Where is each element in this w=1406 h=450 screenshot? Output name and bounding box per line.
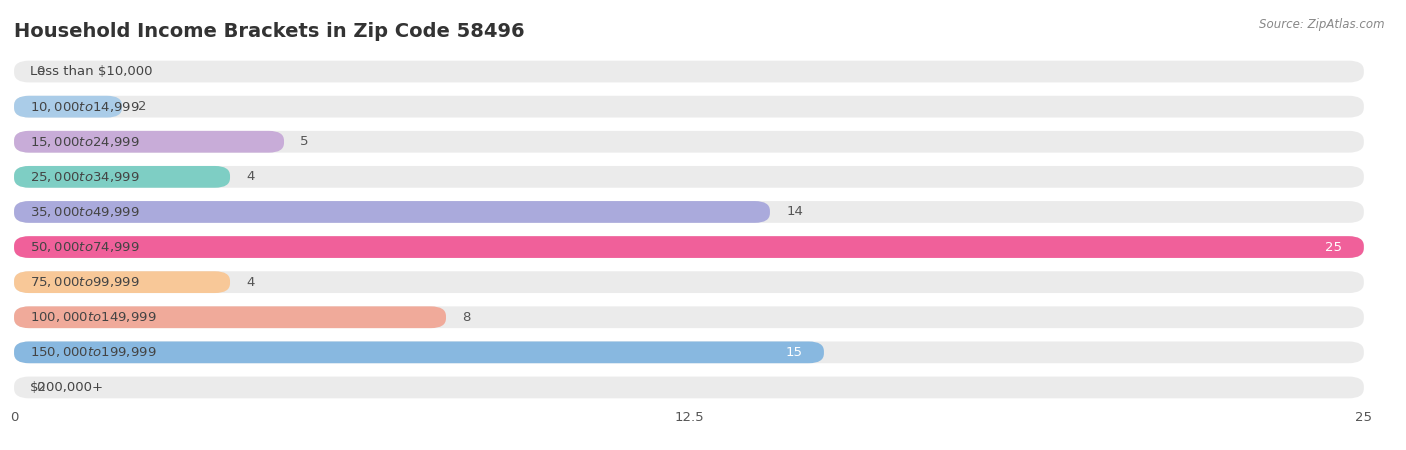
FancyBboxPatch shape (14, 96, 1364, 117)
FancyBboxPatch shape (14, 342, 824, 363)
FancyBboxPatch shape (14, 166, 231, 188)
Text: 8: 8 (463, 311, 471, 324)
FancyBboxPatch shape (14, 271, 231, 293)
Text: Household Income Brackets in Zip Code 58496: Household Income Brackets in Zip Code 58… (14, 22, 524, 41)
Text: $15,000 to $24,999: $15,000 to $24,999 (31, 135, 141, 149)
Text: $75,000 to $99,999: $75,000 to $99,999 (31, 275, 141, 289)
Text: 4: 4 (246, 276, 254, 288)
FancyBboxPatch shape (14, 96, 122, 117)
Text: 25: 25 (1326, 241, 1343, 253)
Text: $50,000 to $74,999: $50,000 to $74,999 (31, 240, 141, 254)
Text: 4: 4 (246, 171, 254, 183)
Text: $100,000 to $149,999: $100,000 to $149,999 (31, 310, 157, 324)
FancyBboxPatch shape (14, 236, 1364, 258)
Text: $150,000 to $199,999: $150,000 to $199,999 (31, 345, 157, 360)
FancyBboxPatch shape (14, 342, 1364, 363)
Text: $10,000 to $14,999: $10,000 to $14,999 (31, 99, 141, 114)
Text: $25,000 to $34,999: $25,000 to $34,999 (31, 170, 141, 184)
Text: 0: 0 (35, 65, 44, 78)
FancyBboxPatch shape (14, 201, 770, 223)
Text: $35,000 to $49,999: $35,000 to $49,999 (31, 205, 141, 219)
FancyBboxPatch shape (14, 61, 1364, 82)
FancyBboxPatch shape (14, 377, 1364, 398)
FancyBboxPatch shape (14, 131, 1364, 153)
FancyBboxPatch shape (14, 271, 1364, 293)
FancyBboxPatch shape (14, 166, 1364, 188)
FancyBboxPatch shape (14, 131, 284, 153)
FancyBboxPatch shape (14, 201, 1364, 223)
Text: Less than $10,000: Less than $10,000 (31, 65, 153, 78)
Text: 0: 0 (35, 381, 44, 394)
Text: 15: 15 (786, 346, 803, 359)
Text: $200,000+: $200,000+ (31, 381, 104, 394)
FancyBboxPatch shape (14, 236, 1364, 258)
Text: 2: 2 (138, 100, 146, 113)
Text: 5: 5 (301, 135, 309, 148)
Text: Source: ZipAtlas.com: Source: ZipAtlas.com (1260, 18, 1385, 31)
FancyBboxPatch shape (14, 306, 1364, 328)
FancyBboxPatch shape (14, 306, 446, 328)
Text: 14: 14 (786, 206, 803, 218)
